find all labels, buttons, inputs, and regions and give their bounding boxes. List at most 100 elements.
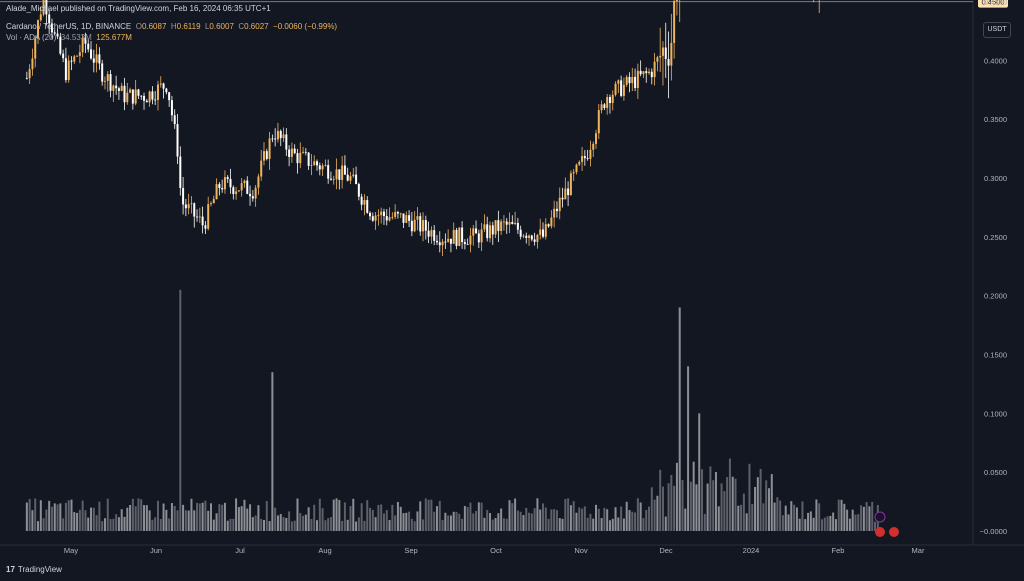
candle-up xyxy=(190,203,193,205)
volume-bar xyxy=(834,519,837,531)
volume-bar xyxy=(288,511,291,531)
volume-bar xyxy=(550,509,553,531)
candle-down xyxy=(477,233,480,243)
volume-bar xyxy=(293,520,296,531)
candle-up xyxy=(377,215,380,216)
candle-down xyxy=(168,92,171,101)
brand-label: TradingView xyxy=(17,565,62,574)
candle-down xyxy=(143,95,146,101)
candle-down xyxy=(293,148,296,154)
candle-up xyxy=(606,97,609,108)
volume-bar xyxy=(502,518,505,531)
volume-bar xyxy=(636,498,639,531)
volume-bar xyxy=(117,517,120,531)
volume-bar xyxy=(603,507,606,531)
candle-up xyxy=(399,213,402,215)
volume-bar xyxy=(597,508,600,531)
price-tick-label: 0.4500 xyxy=(984,0,1007,7)
volume-bar xyxy=(140,499,143,531)
volume-bar xyxy=(754,486,757,531)
volume-bar xyxy=(382,513,385,531)
candle-down xyxy=(433,230,436,241)
candle-up xyxy=(441,241,444,246)
volume-bar xyxy=(745,513,748,531)
candle-up xyxy=(215,184,218,200)
candle-down xyxy=(466,244,469,245)
volume-bar xyxy=(575,512,578,531)
candle-up xyxy=(659,55,662,58)
candle-up xyxy=(341,165,344,180)
candle-down xyxy=(53,32,56,34)
candle-up xyxy=(589,149,592,159)
currency-button[interactable]: USDT xyxy=(983,22,1011,38)
volume-bar xyxy=(692,461,695,531)
volume-bar xyxy=(463,505,466,531)
price-tick-label: 0.0500 xyxy=(984,468,1007,477)
volume-bar xyxy=(689,481,692,531)
candle-up xyxy=(636,70,639,88)
candle-down xyxy=(516,222,519,230)
volume-bar xyxy=(229,518,232,531)
volume-bar xyxy=(748,463,751,531)
volume-bar xyxy=(134,506,137,531)
candle-up xyxy=(243,180,246,184)
volume-bar xyxy=(39,500,42,531)
volume-bar xyxy=(329,517,332,531)
volume-bar xyxy=(837,499,840,531)
candle-down xyxy=(327,165,330,179)
candle-up xyxy=(28,69,31,79)
candle-up xyxy=(648,71,651,74)
candle-down xyxy=(279,130,282,139)
price-axis[interactable]: 0.80000.75000.70000.65000.60000.55000.50… xyxy=(980,0,1007,536)
volume-bar xyxy=(511,503,514,531)
volume-bar xyxy=(667,483,670,531)
volume-bar xyxy=(614,507,617,531)
candle-down xyxy=(650,71,653,78)
volume-bar xyxy=(154,517,157,531)
candle-up xyxy=(106,74,109,81)
candle-up xyxy=(134,89,137,104)
candle-down xyxy=(101,63,104,82)
volume-bar xyxy=(193,510,196,531)
time-tick-label: Jul xyxy=(235,546,245,555)
volume-bar xyxy=(731,476,734,531)
candle-up xyxy=(148,91,151,103)
candle-up xyxy=(156,84,159,100)
time-axis[interactable]: May Jun Jul Aug Sep Oct Nov Dec 2024 Feb Mar xyxy=(64,546,925,555)
volume-bar xyxy=(304,514,307,531)
candle-up xyxy=(558,197,561,212)
volume-bar xyxy=(103,518,106,531)
volume-bar xyxy=(595,504,598,531)
volume-bar xyxy=(42,518,45,531)
tradingview-footer[interactable]: 17 TradingView xyxy=(6,565,62,574)
volume-bar xyxy=(441,520,444,531)
price-tick-label: 0.3000 xyxy=(984,174,1007,183)
candle-up xyxy=(670,42,673,66)
price-tick-label: −0.0000 xyxy=(980,527,1007,536)
candle-up xyxy=(363,200,366,205)
volume-bar xyxy=(458,513,461,531)
volume-bar xyxy=(851,509,854,531)
candle-down xyxy=(385,216,388,221)
volume-bar xyxy=(488,513,491,531)
volume-bar xyxy=(34,498,37,531)
volume-bar xyxy=(226,520,229,531)
time-tick-label: Mar xyxy=(912,546,925,555)
candle-up xyxy=(240,183,243,191)
candle-up xyxy=(209,203,212,205)
volume-bar xyxy=(706,483,709,531)
level-label: 0.4500 xyxy=(982,0,1005,7)
volume-bar xyxy=(634,512,637,531)
volume-bar xyxy=(98,501,101,531)
volume-bar xyxy=(151,519,154,531)
volume-bar xyxy=(438,500,441,531)
candle-up xyxy=(469,235,472,245)
volume-bar xyxy=(653,499,656,531)
candle-down xyxy=(338,169,341,180)
volume-bar xyxy=(561,518,564,531)
volume-bar xyxy=(76,512,79,531)
candle-down xyxy=(491,225,494,235)
volume-bar xyxy=(204,500,207,531)
